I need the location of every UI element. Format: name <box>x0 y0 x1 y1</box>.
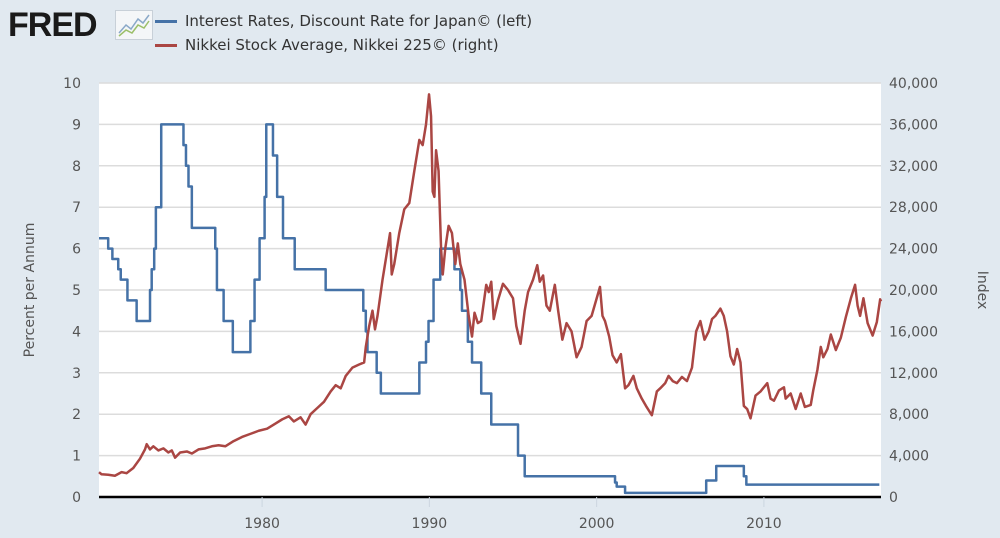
left-tick-label: 6 <box>72 242 81 258</box>
left-tick-label: 3 <box>72 366 81 382</box>
left-tick-label: 9 <box>72 117 81 133</box>
right-axis-label: Index <box>974 271 990 310</box>
right-tick-label: 12,000 <box>889 366 938 382</box>
right-tick-label: 24,000 <box>889 242 938 258</box>
x-tick-label: 1990 <box>412 516 448 532</box>
legend-label: Interest Rates, Discount Rate for Japan©… <box>185 12 533 30</box>
left-tick-label: 10 <box>63 76 81 92</box>
legend-swatch-red <box>155 43 177 47</box>
logo-text: FRED <box>8 6 98 44</box>
nikkei-line <box>98 93 883 478</box>
left-tick-label: 2 <box>72 407 81 423</box>
legend-item-nikkei[interactable]: Nikkei Stock Average, Nikkei 225© (right… <box>155 36 499 54</box>
right-tick-label: 40,000 <box>889 76 938 92</box>
left-axis-label: Percent per Annum <box>22 223 38 358</box>
left-tick-label: 5 <box>72 283 81 299</box>
left-tick-label: 8 <box>72 159 81 175</box>
right-tick-label: 28,000 <box>889 200 938 216</box>
right-tick-label: 8,000 <box>889 407 929 423</box>
left-tick-label: 1 <box>72 449 81 465</box>
legend-label: Nikkei Stock Average, Nikkei 225© (right… <box>185 36 499 54</box>
x-tick-label: 2010 <box>746 516 782 532</box>
x-tick-label: 1980 <box>244 516 280 532</box>
left-tick-label: 4 <box>72 324 81 340</box>
discount-rate-line <box>99 123 880 495</box>
right-tick-label: 20,000 <box>889 283 938 299</box>
left-tick-label: 0 <box>72 490 81 506</box>
fred-chart-icon <box>115 10 153 40</box>
right-tick-label: 0 <box>889 490 898 506</box>
legend-swatch-blue <box>155 19 177 23</box>
left-tick-label: 7 <box>72 200 81 216</box>
legend-item-discount-rate[interactable]: Interest Rates, Discount Rate for Japan©… <box>155 12 532 30</box>
right-tick-label: 32,000 <box>889 159 938 175</box>
fred-logo[interactable]: FRED <box>8 6 98 45</box>
right-tick-label: 16,000 <box>889 324 938 340</box>
x-tick-label: 2000 <box>579 516 615 532</box>
right-tick-label: 36,000 <box>889 117 938 133</box>
right-tick-label: 4,000 <box>889 449 929 465</box>
